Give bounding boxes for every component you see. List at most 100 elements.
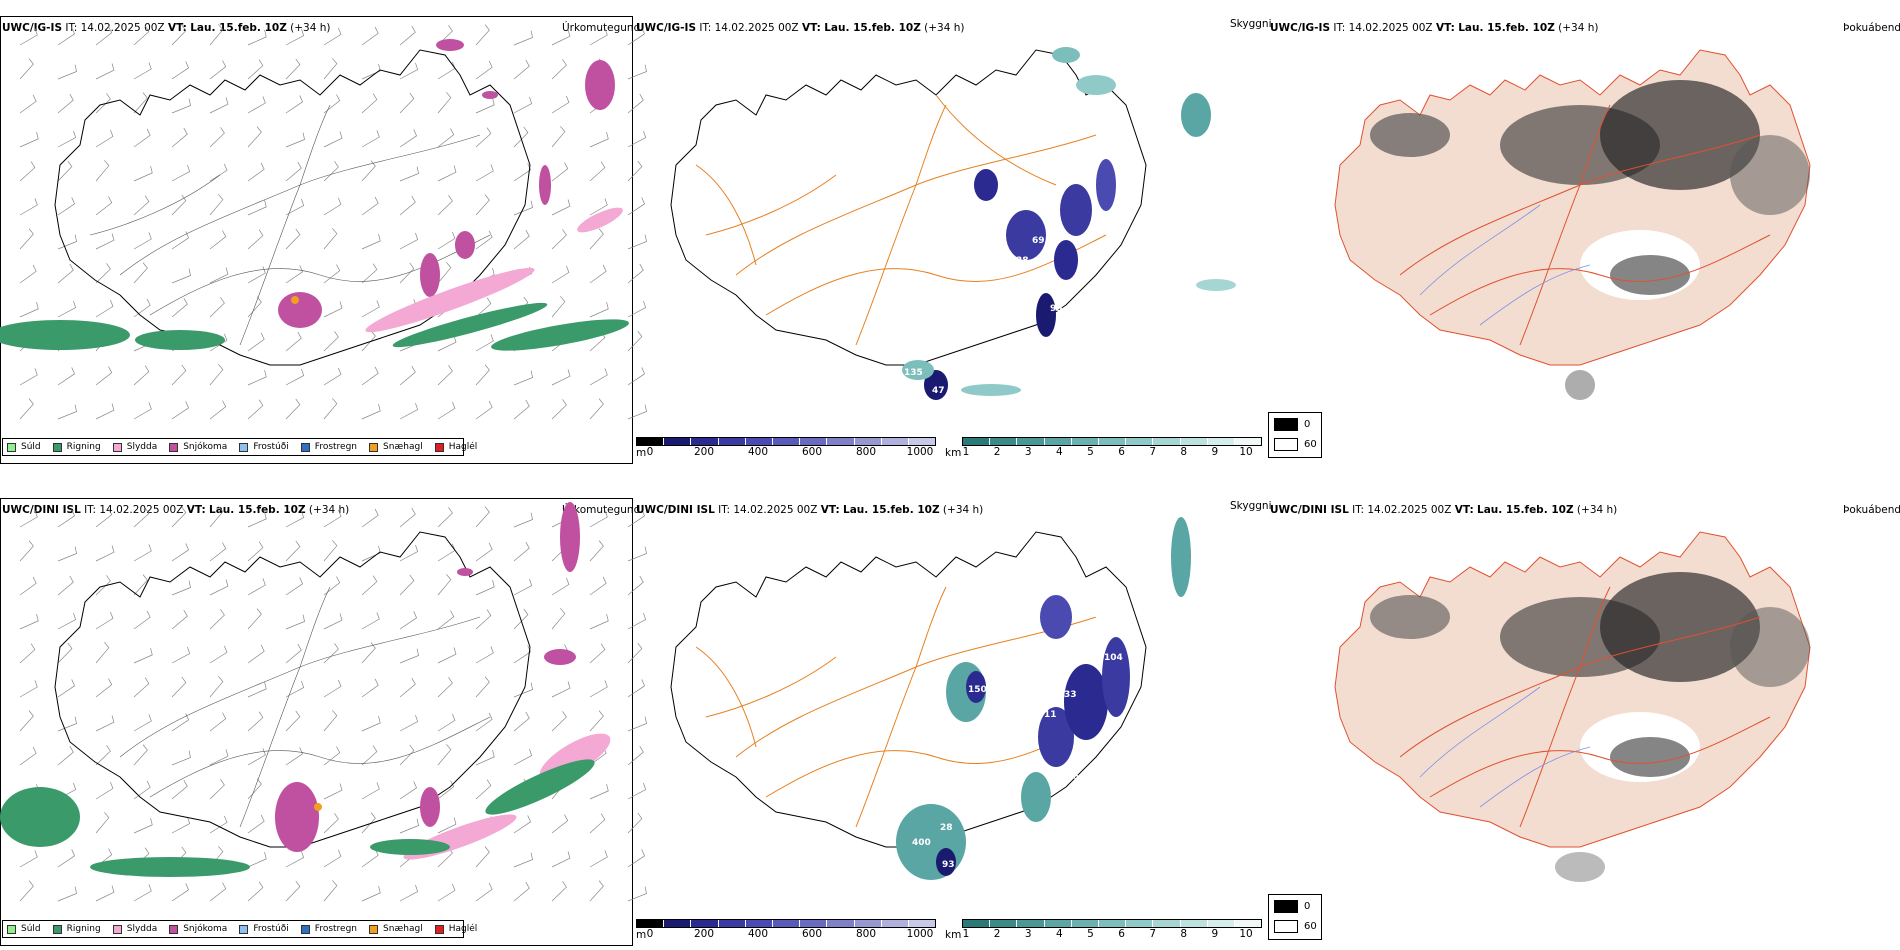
wind-barb [209,579,229,596]
wind-barb [57,849,76,868]
wind-barb [171,364,187,386]
wind-barb [475,364,490,386]
wind-barb [399,262,415,284]
wind-barb [247,59,264,80]
fog-map-2 [1334,531,1811,882]
wind-barb [95,611,114,630]
wind-barb [323,679,342,698]
wind-barb [361,508,379,528]
wind-barb [475,749,495,766]
wind-barb [361,330,376,352]
precip-title-1: Úrkomutegund [562,22,641,34]
wind-barb [133,780,151,800]
wind-barb [19,880,34,902]
wind-barb [551,265,570,284]
colorbar-cell [1153,920,1181,927]
wind-barb [209,230,227,250]
wind-barb [285,614,305,630]
wind-barb [171,506,187,528]
wind-barb [513,126,529,148]
wind-barb [513,96,533,114]
wind-barb [133,165,153,182]
wind-barb [399,166,419,182]
wind-barb [551,608,566,630]
wind-barb [19,198,38,216]
wind-barb [475,676,490,698]
legend-swatch [239,924,249,934]
legend-label: Snæhagl [383,924,423,934]
colorbar-tick: 600 [801,928,823,940]
fog-legend-item-0: 0 [1274,900,1310,913]
colorbar-tick: 6 [1118,446,1125,458]
legend-label: Frostúði [253,442,289,452]
wind-barb [399,744,415,766]
wind-barb [57,546,77,562]
colorbar-tick: 4 [1055,928,1063,940]
wind-barb [247,578,266,596]
wind-barb [589,510,608,528]
wind-barb [19,368,38,386]
fog-header-1: UWC/IG-IS IT: 14.02.2025 00Z VT: Lau. 15… [1270,22,1599,34]
legend-label: Slydda [126,924,158,934]
wind-barb [589,264,607,284]
wind-barb [437,335,457,352]
wind-barb [171,779,188,800]
colorbar-cell [718,438,746,445]
wind-barb [589,198,608,216]
colorbar-tick: 400 [747,446,769,458]
wind-barb [57,300,77,318]
wind-barb [475,712,493,732]
wind-barb [437,780,455,800]
legend-item-3: Snjókoma [169,924,227,934]
wind-barb [285,680,305,698]
wind-barb [323,783,343,800]
wind-barb [323,710,338,732]
wind-barbs [19,506,647,902]
wind-barb [95,263,111,284]
cloudbase-bar-1: 0 200 400 600 800 1000 [636,437,936,458]
wind-barb [19,510,38,528]
svg-text:69: 69 [1032,236,1045,246]
wind-barb [513,30,533,46]
wind-barb [133,402,152,420]
wind-barb [247,399,264,420]
roads [1399,104,1771,346]
wind-barb [589,398,604,420]
wind-barb [247,126,262,148]
wind-barb [589,850,608,868]
wind-barb [627,812,643,834]
wind-barb [437,713,456,732]
colorbar-cell [800,438,828,445]
cloudbase-unit-2: m [636,929,647,941]
wind-barb [361,545,381,562]
wind-barb [171,24,187,46]
wind-barb [57,263,74,284]
wind-barb [323,509,342,528]
svg-text:98: 98 [1086,290,1099,300]
wind-barb [57,509,76,528]
colorbar-cell [1098,438,1127,445]
wind-barb [133,232,152,250]
wind-barb [247,332,265,352]
wind-barb [323,264,341,284]
wind-barb [209,97,229,114]
legend-label: Rigning [66,924,101,934]
svg-text:33: 33 [1064,690,1077,700]
wind-barb [627,642,643,664]
colorbar-cell [1017,438,1045,445]
wind-barb [589,228,604,250]
wind-barb [209,749,229,766]
wind-barb [399,62,419,80]
wind-barb [399,574,415,596]
wind-barb [57,404,77,420]
colorbar-cell [1180,438,1208,445]
fog-map-1 [1334,49,1811,400]
cloud-title-1: Skyggni [1230,18,1272,30]
colorbar-cell [1126,438,1154,445]
legend-label: Slydda [126,442,158,452]
wind-barb [171,580,191,596]
cloud-map-2: 400 28 93 116 116 104 586 150 33 11 [670,517,1191,880]
wind-barb [247,851,267,868]
wind-barb [95,129,114,148]
wind-barb [209,297,225,318]
